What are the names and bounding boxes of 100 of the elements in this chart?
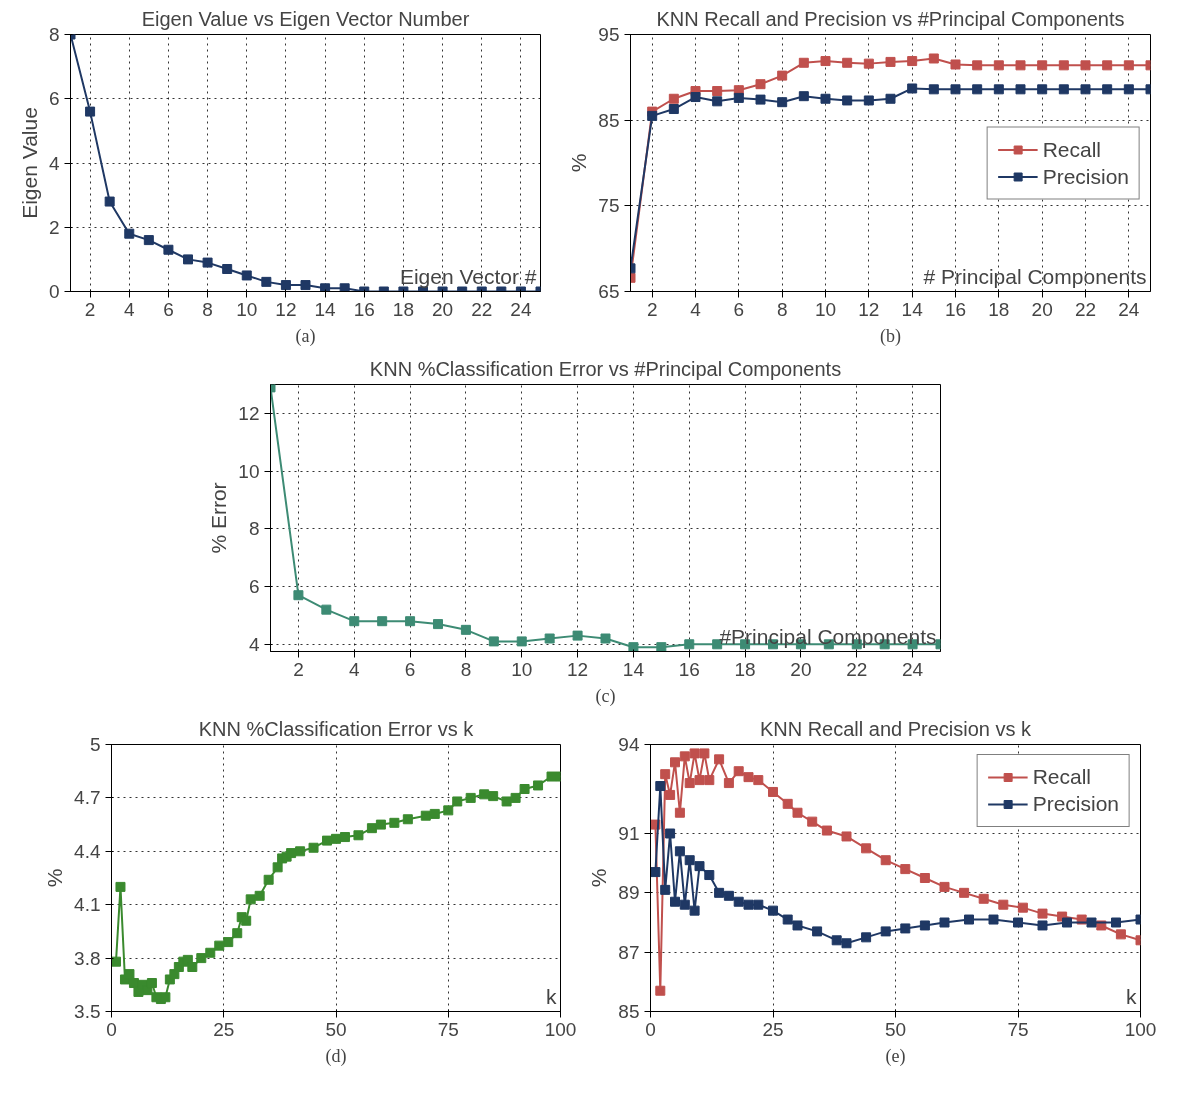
point — [684, 639, 695, 650]
point — [674, 807, 685, 818]
x-tick-label: 8 — [776, 298, 788, 320]
point — [232, 928, 243, 939]
point — [753, 775, 764, 786]
point — [820, 93, 831, 104]
point — [964, 914, 974, 925]
point — [146, 978, 157, 989]
point — [668, 93, 679, 104]
point — [628, 642, 639, 652]
point — [254, 890, 265, 901]
text: (d) — [325, 1045, 347, 1067]
point — [111, 956, 121, 967]
y-tick-label: 3.5 — [74, 1001, 101, 1022]
point — [286, 848, 297, 859]
text: (a) — [295, 325, 316, 347]
y-tick-label: 95 — [598, 24, 620, 45]
x-tick-label: 0 — [106, 1018, 117, 1040]
point — [433, 619, 443, 630]
point — [320, 283, 331, 292]
point — [743, 772, 754, 783]
point — [1102, 84, 1113, 95]
x-tick-label: 14 — [314, 298, 337, 320]
point — [405, 616, 416, 627]
point — [245, 894, 256, 905]
point — [689, 748, 700, 759]
point — [842, 57, 853, 68]
point — [1123, 84, 1134, 95]
point — [655, 781, 666, 792]
point — [694, 775, 705, 786]
point — [460, 624, 471, 635]
point — [1013, 917, 1023, 928]
point — [782, 798, 793, 809]
x-tick-label: 2 — [646, 298, 658, 320]
y-tick-label: 91 — [618, 823, 640, 844]
point — [1015, 60, 1026, 71]
x-tick-label: 12 — [567, 658, 589, 680]
x-tick-label: 6 — [163, 298, 174, 320]
point — [743, 899, 754, 910]
y-tick-label: 85 — [598, 109, 620, 131]
point — [704, 870, 715, 881]
point — [950, 59, 961, 70]
point — [900, 864, 911, 875]
chart-title: Eigen Value vs Eigen Vector Number — [141, 7, 470, 30]
point — [907, 56, 918, 67]
x-tick-label: 25 — [213, 1018, 235, 1040]
point — [928, 53, 939, 64]
point — [223, 937, 234, 948]
point — [389, 817, 400, 828]
point — [674, 846, 685, 857]
x-tick-label: 18 — [988, 298, 1010, 320]
point — [684, 778, 695, 789]
point — [885, 56, 896, 67]
point — [1080, 84, 1091, 95]
x-tick-label: 22 — [471, 298, 493, 320]
x-tick-label: 12 — [275, 298, 297, 320]
point — [919, 873, 930, 883]
point — [163, 244, 174, 255]
legend-label: Precision — [1032, 792, 1119, 816]
x-tick-label: 16 — [353, 298, 375, 320]
legend-label: Recall — [1032, 765, 1091, 789]
point — [988, 914, 999, 925]
point — [755, 79, 766, 90]
point — [377, 616, 388, 627]
point — [85, 106, 96, 117]
x-tick-label: 4 — [690, 298, 702, 320]
y-tick-label: 8 — [248, 518, 260, 540]
point — [420, 810, 431, 821]
y-tick-label: 6 — [48, 88, 60, 110]
point — [841, 938, 852, 949]
y-tick-label: 4.1 — [74, 894, 101, 916]
point — [950, 84, 961, 95]
y-tick-label: 6 — [248, 576, 260, 598]
x-tick-label: 20 — [790, 658, 812, 680]
y-axis-title: Eigen Value — [17, 107, 41, 219]
y-tick-label: 4 — [248, 633, 260, 655]
point — [668, 104, 679, 115]
point — [880, 926, 891, 937]
point — [928, 84, 939, 95]
point — [714, 887, 725, 898]
point — [1115, 929, 1126, 940]
point — [777, 70, 788, 81]
point — [272, 862, 283, 873]
point — [679, 899, 690, 910]
x-tick-label: 50 — [884, 1018, 907, 1040]
y-axis-title: % Error — [207, 482, 231, 554]
point — [650, 867, 661, 878]
point — [998, 899, 1009, 910]
point — [863, 58, 874, 69]
x-tick-label: 8 — [202, 298, 213, 320]
point — [1123, 60, 1134, 71]
y-tick-label: 2 — [48, 216, 60, 238]
point — [733, 92, 744, 103]
point — [939, 881, 950, 892]
point — [694, 861, 705, 872]
y-tick-label: 85 — [618, 1001, 640, 1022]
point — [842, 95, 853, 106]
x-tick-label: 24 — [510, 298, 532, 320]
point — [782, 914, 793, 925]
point — [972, 60, 983, 71]
